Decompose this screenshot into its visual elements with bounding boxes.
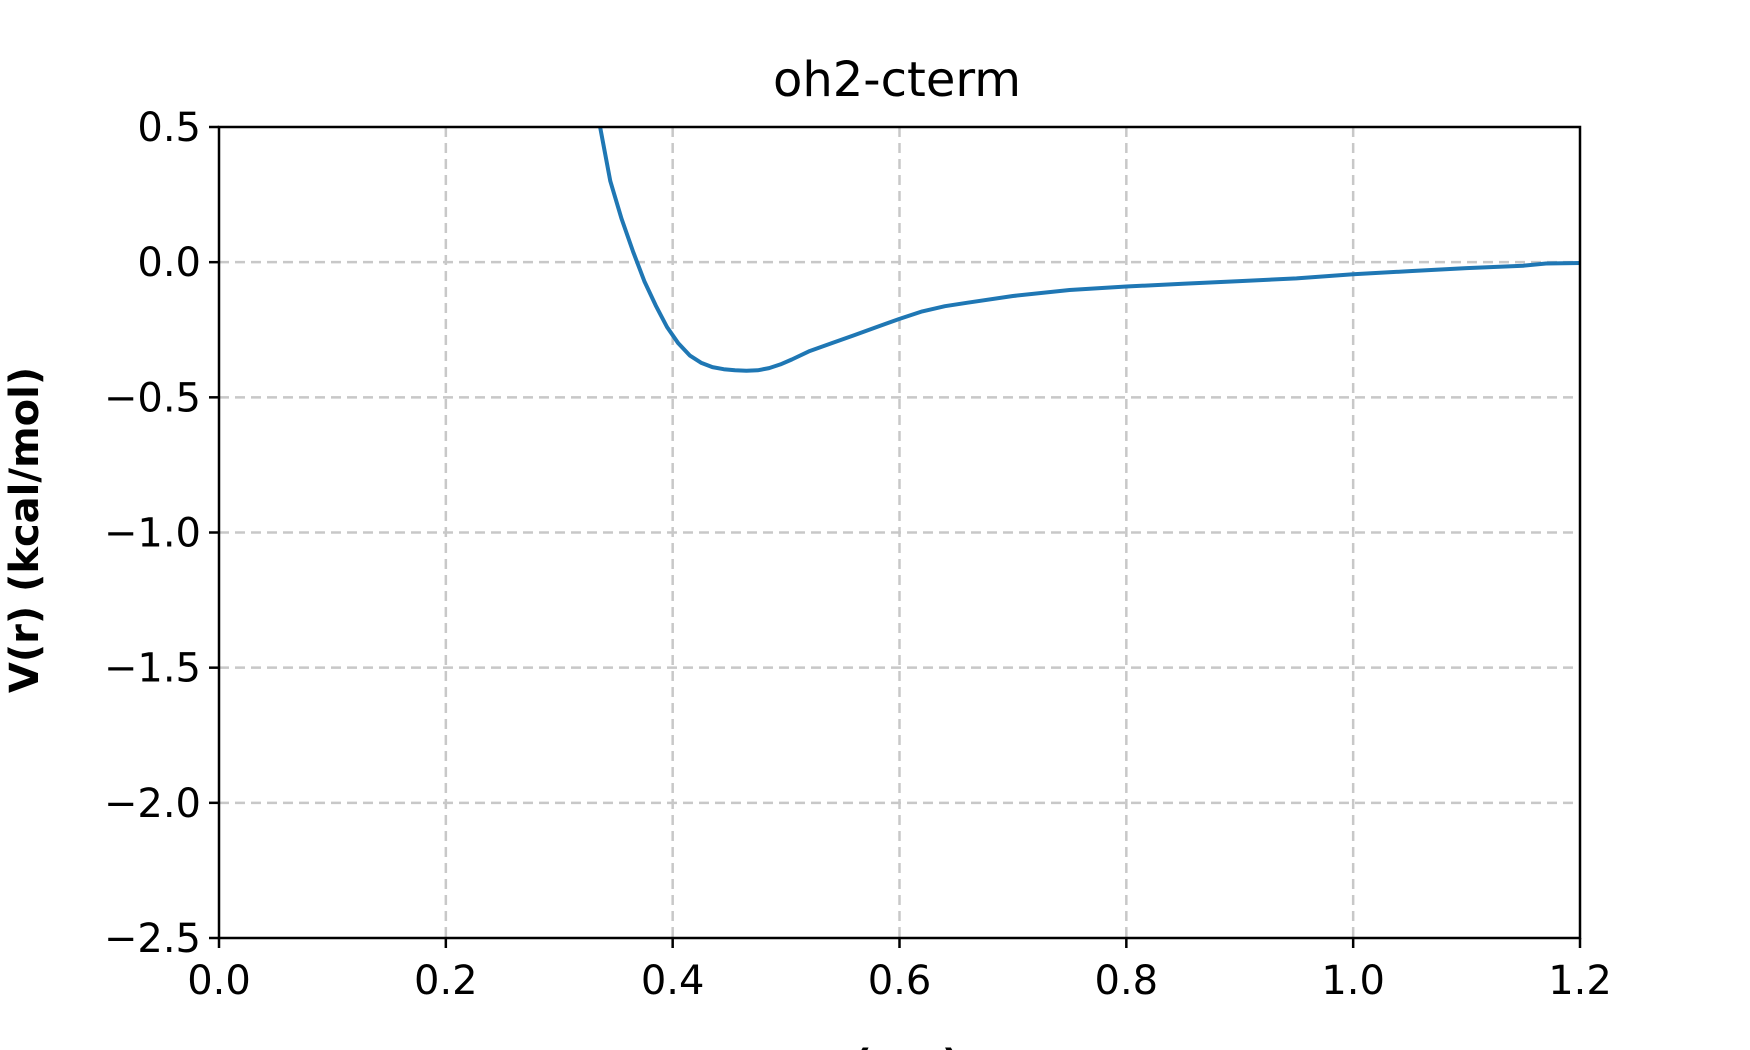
y-tick-label: −2.0: [104, 781, 201, 827]
x-tick-label: 0.0: [187, 958, 251, 1004]
series-layer: [598, 126, 1581, 373]
x-tick-label: 0.8: [1095, 958, 1159, 1004]
series-line: [598, 126, 1581, 373]
x-tick-label: 1.2: [1548, 958, 1612, 1004]
chart-title: oh2-cterm: [773, 52, 1021, 108]
x-tick-label: 1.0: [1321, 958, 1385, 1004]
grid: [219, 127, 1580, 938]
x-tick-label: 0.4: [641, 958, 705, 1004]
y-tick-label: −0.5: [104, 375, 201, 421]
x-tick-label: 0.2: [414, 958, 478, 1004]
x-axis-label: r (nm): [820, 1042, 960, 1050]
y-tick-label: 0.5: [137, 105, 201, 151]
x-tick-label: 0.6: [868, 958, 932, 1004]
ticks: 0.0 0.2 0.4 0.6 0.8 1.0 1.2 0.5 0.0 −0.5 −1.0 −1.5 −…: [104, 105, 1612, 1004]
y-tick-label: 0.0: [137, 240, 201, 286]
y-tick-label: −2.5: [104, 916, 201, 962]
y-tick-label: −1.5: [104, 646, 201, 692]
y-tick-label: −1.0: [104, 511, 201, 557]
y-axis-label: V(r) (kcal/mol): [2, 367, 48, 693]
